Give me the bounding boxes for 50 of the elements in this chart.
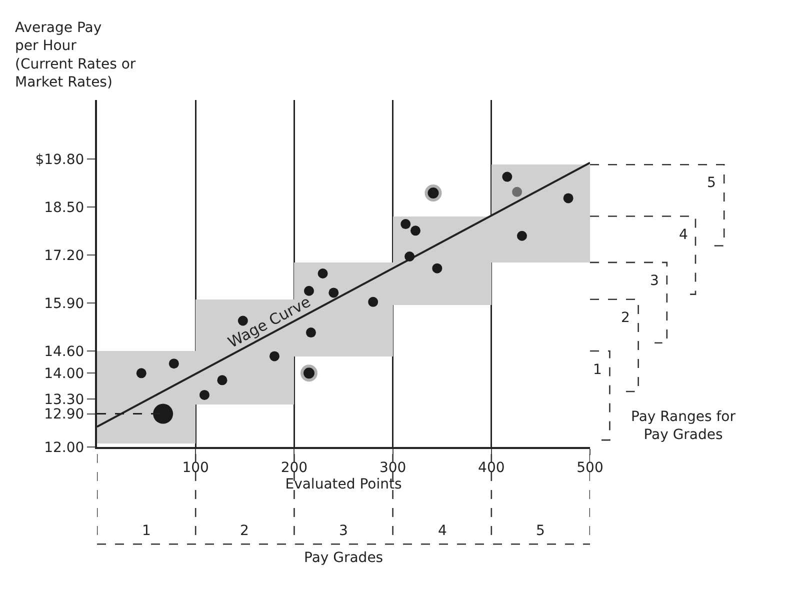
point — [306, 328, 316, 338]
y-tick-label: 14.60 — [44, 344, 84, 360]
text: 5 — [707, 175, 716, 191]
text: 5 — [536, 523, 545, 539]
x-tick-label: 300 — [379, 460, 406, 476]
text: 1 — [593, 362, 602, 378]
point — [136, 368, 146, 378]
point — [563, 193, 574, 204]
point — [368, 296, 378, 307]
x-tick-label: 400 — [478, 460, 505, 476]
text: 4 — [679, 227, 688, 243]
text: 2 — [240, 523, 249, 539]
x-tick-label: 200 — [280, 460, 308, 476]
point — [199, 390, 210, 400]
point — [502, 172, 512, 182]
y-tick-label: 18.50 — [44, 200, 84, 216]
text: 1 — [142, 523, 151, 539]
point — [400, 219, 411, 230]
point — [300, 364, 318, 382]
point — [512, 186, 522, 197]
text: 4 — [438, 523, 447, 539]
x-tick-label: 500 — [576, 460, 604, 476]
text: Wage Curve — [224, 292, 314, 352]
point — [410, 226, 420, 236]
point — [304, 286, 314, 296]
y-tick-label: 12.90 — [44, 406, 84, 423]
y-tick-label: $19.80 — [35, 152, 84, 168]
text: 2 — [621, 310, 630, 326]
point — [328, 288, 339, 298]
point — [168, 358, 179, 369]
text: 3 — [650, 273, 659, 289]
y-axis-title: Average Pay per Hour (Current Rates or Market Rates) — [15, 20, 136, 91]
y-tick-label: 12.00 — [44, 440, 84, 456]
x-tick-label: 100 — [182, 460, 209, 476]
point — [404, 252, 415, 262]
point — [269, 351, 280, 362]
x-axis-title: Evaluated Points — [285, 476, 402, 493]
text: Pay Ranges for Pay Grades — [631, 409, 736, 444]
point — [318, 268, 328, 278]
y-tick-label: 15.90 — [44, 296, 84, 312]
y-tick-label: 17.20 — [44, 248, 84, 264]
point — [153, 404, 174, 424]
point — [424, 184, 442, 202]
point — [516, 230, 527, 241]
text: Pay Grades — [304, 550, 384, 566]
y-tick-label: 13.30 — [44, 392, 84, 408]
y-tick-label: 14.00 — [44, 366, 84, 382]
point — [217, 375, 228, 386]
point — [432, 263, 442, 274]
text: 3 — [339, 523, 348, 539]
